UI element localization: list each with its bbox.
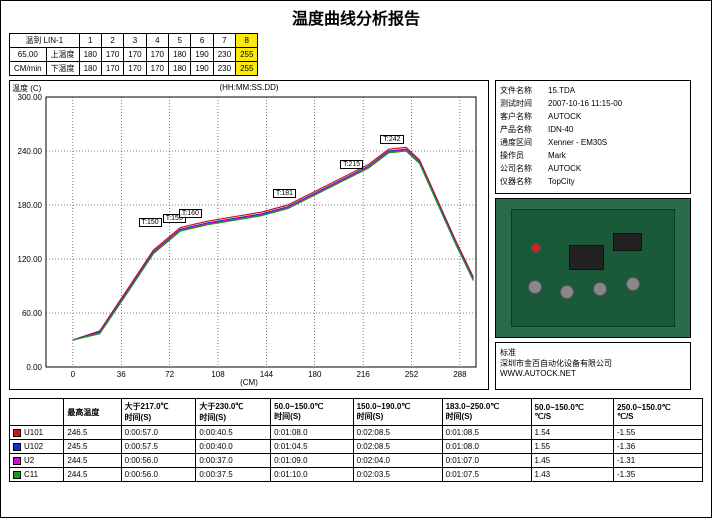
svg-text:36: 36 [117,370,126,379]
temperature-chart: 温度 (C) (HH:MM:SS.DD) (CM) 0.00 60.00 120.0… [9,80,489,390]
summary-table: 最高温度大于217.0℃时间(S)大于230.0℃时间(S)50.0~150.0… [9,398,703,482]
y-axis-label: 温度 (C) [12,83,41,94]
company-panel: 标准 深圳市金百自动化设备有限公司 WWW.AUTOCK.NET [495,342,691,390]
metadata-panel: 文件名称15.TDA测试时间2007-10-16 11:15-00客户名称AUT… [495,80,691,194]
chart-marker: T:242 [380,135,403,144]
zone-table: 温到 LIN-11234567865.00上温度1801701701701801… [9,33,258,76]
report-title: 温度曲线分析报告 [1,1,711,33]
svg-text:108: 108 [211,370,225,379]
svg-text:288: 288 [453,370,467,379]
svg-text:144: 144 [260,370,274,379]
svg-text:252: 252 [405,370,419,379]
svg-text:60.00: 60.00 [22,309,43,318]
svg-text:240.00: 240.00 [18,147,43,156]
svg-text:300.00: 300.00 [18,93,43,102]
chart-marker: T:160 [179,209,202,218]
svg-text:180: 180 [308,370,322,379]
chart-marker: T:181 [273,189,296,198]
chart-marker: T:215 [340,160,363,169]
product-image [495,198,691,338]
svg-text:180.00: 180.00 [18,201,43,210]
svg-text:72: 72 [165,370,174,379]
svg-text:0.00: 0.00 [26,363,42,372]
svg-text:120.00: 120.00 [18,255,43,264]
chart-svg: 0.00 60.00 120.00 180.00 240.00 300.00 0 36 72 10… [10,81,490,391]
chart-marker: T:150 [139,218,162,227]
x-axis-label: (CM) [240,378,258,387]
svg-text:0: 0 [71,370,76,379]
top-axis-label: (HH:MM:SS.DD) [219,83,278,92]
svg-text:216: 216 [356,370,370,379]
